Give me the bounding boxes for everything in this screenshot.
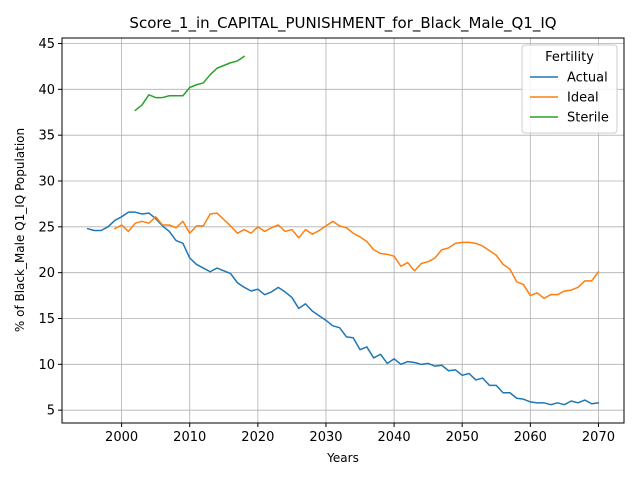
legend-title: Fertility (545, 50, 594, 65)
legend-items: Actual Ideal Sterile (530, 71, 609, 126)
y-axis-label: % of Black_Male Q1_IQ Population (13, 128, 27, 332)
x-tick-label: 2000 (105, 430, 138, 445)
y-tick-label: 35 (38, 129, 55, 144)
y-tick-label: 40 (38, 83, 55, 98)
series-line-ideal (114, 212, 600, 300)
y-tick-label: 25 (38, 220, 55, 235)
y-tick-label: 20 (38, 266, 55, 281)
x-tick-label: 2060 (514, 430, 547, 445)
x-tick-label: 2030 (309, 430, 342, 445)
y-tick-label: 5 (47, 404, 55, 419)
series-lines (86, 55, 600, 406)
series-line-sterile (134, 55, 245, 112)
plot-frame (61, 37, 625, 424)
x-tick-label: 2040 (378, 430, 411, 445)
chart-title: Score_1_in_CAPITAL_PUNISHMENT_for_Black_… (129, 14, 556, 33)
axis-ticks: 2000 2010 2020 2030 2040 2050 2060 2070 5 10 15 20 2… (38, 37, 615, 445)
legend-label-ideal: Ideal (567, 91, 599, 106)
legend-label-sterile: Sterile (567, 111, 609, 126)
y-tick-label: 10 (38, 358, 55, 373)
legend-label-actual: Actual (567, 71, 608, 86)
x-tick-label: 2070 (582, 430, 615, 445)
y-tick-label: 30 (38, 175, 55, 190)
series-line-actual (86, 211, 600, 406)
y-tick-label: 15 (38, 312, 55, 327)
legend-box (521, 44, 618, 134)
x-tick-label: 2010 (173, 430, 206, 445)
x-axis-label: Years (326, 451, 359, 465)
x-tick-label: 2050 (446, 430, 479, 445)
x-tick-label: 2020 (241, 430, 274, 445)
legend: Fertility Actual Ideal Sterile (521, 44, 618, 134)
y-tick-label: 45 (38, 37, 55, 52)
